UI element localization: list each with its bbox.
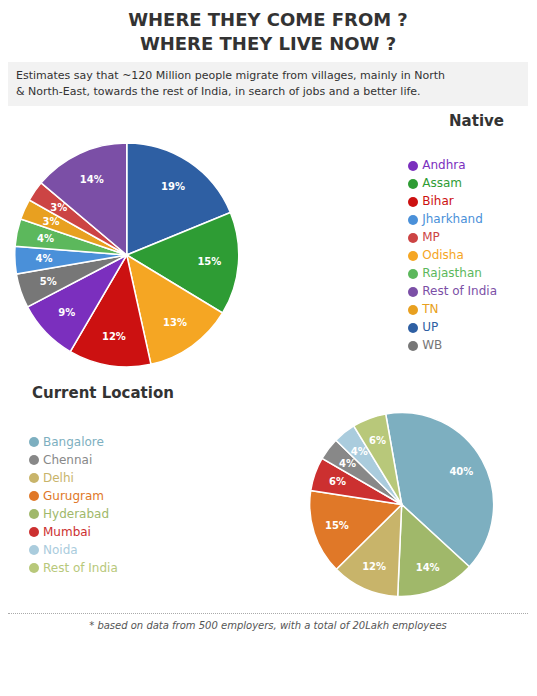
html-text:WB: WB bbox=[422, 338, 443, 352]
html-text:Mumbai: Mumbai bbox=[43, 524, 91, 539]
html-text:Rest of India: Rest of India bbox=[422, 284, 497, 298]
html-text:Rest of India: Rest of India bbox=[43, 560, 118, 575]
html-text:Rajasthan: Rajasthan bbox=[422, 266, 482, 280]
svg-text:3%: 3% bbox=[43, 216, 60, 227]
html-text:UP: UP bbox=[422, 320, 439, 334]
svg-text:40%: 40% bbox=[449, 466, 473, 477]
svg-text:12%: 12% bbox=[102, 331, 126, 342]
html-text:Andhra: Andhra bbox=[422, 158, 466, 172]
svg-text:4%: 4% bbox=[37, 233, 54, 244]
html-text:Gurugram: Gurugram bbox=[43, 488, 104, 503]
svg-text:9%: 9% bbox=[58, 307, 75, 318]
html-text:Assam: Assam bbox=[422, 176, 462, 190]
svg-text:3%: 3% bbox=[50, 202, 67, 213]
svg-text:5%: 5% bbox=[40, 276, 57, 287]
html-text:Chennai: Chennai bbox=[43, 452, 93, 467]
html-text:Delhi: Delhi bbox=[43, 470, 74, 485]
svg-text:12%: 12% bbox=[362, 561, 386, 572]
html-text:Estimates say that ~120 Millio: Estimates say that ~120 Million people m… bbox=[16, 69, 445, 98]
html-text:Hyderabad: Hyderabad bbox=[43, 506, 109, 521]
svg-text:15%: 15% bbox=[325, 520, 349, 531]
html-text:WHERE THEY LIVE NOW ?: WHERE THEY LIVE NOW ? bbox=[139, 33, 397, 54]
svg-text:14%: 14% bbox=[80, 174, 104, 185]
svg-text:19%: 19% bbox=[161, 181, 185, 192]
html-text:* based on data from 500 emplo: * based on data from 500 employers, with… bbox=[89, 620, 447, 631]
html-text:Current Location: Current Location bbox=[32, 384, 174, 402]
html-text:Noida: Noida bbox=[43, 542, 78, 557]
svg-text:13%: 13% bbox=[163, 317, 187, 328]
svg-text:15%: 15% bbox=[197, 256, 221, 267]
svg-text:4%: 4% bbox=[35, 253, 52, 264]
html-text:TN: TN bbox=[422, 302, 439, 316]
svg-text:4%: 4% bbox=[339, 458, 356, 469]
html-text:Jharkhand: Jharkhand bbox=[422, 212, 483, 226]
svg-text:6%: 6% bbox=[329, 476, 346, 487]
svg-text:6%: 6% bbox=[369, 435, 386, 446]
svg-text:14%: 14% bbox=[416, 562, 440, 573]
html-text:Native: Native bbox=[449, 112, 504, 130]
html-text:MP: MP bbox=[422, 230, 440, 244]
html-text:Bangalore: Bangalore bbox=[43, 434, 104, 449]
html-text:Odisha: Odisha bbox=[422, 248, 464, 262]
html-text:WHERE THEY COME FROM ?: WHERE THEY COME FROM ? bbox=[128, 9, 408, 30]
html-text:Bihar: Bihar bbox=[422, 194, 454, 208]
svg-text:4%: 4% bbox=[351, 446, 368, 457]
